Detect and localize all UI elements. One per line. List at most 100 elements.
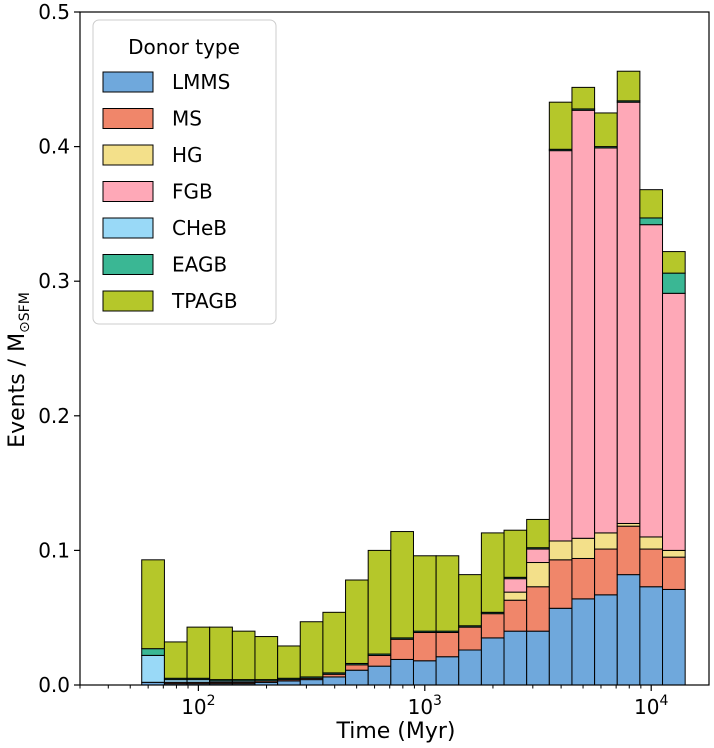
- bar-tpagb-25: [662, 251, 686, 274]
- bar-tpagb-17: [480, 532, 505, 613]
- bar-tpagb-18: [503, 529, 528, 578]
- bar-hg-24: [639, 536, 664, 550]
- bar-tpagb-16: [458, 574, 482, 627]
- legend-swatch-tpagb: [102, 290, 154, 312]
- bar-fgb-19: [526, 548, 550, 564]
- bar-tpagb-5: [209, 626, 233, 681]
- legend-swatch-fgb: [102, 181, 154, 202]
- y-tick-label-4: 0.4: [38, 135, 70, 159]
- y-tick-label-5: 0.5: [38, 0, 70, 24]
- legend-box: [92, 19, 277, 325]
- bar-tpagb-11: [345, 579, 369, 664]
- x-axis-label: Time (Myr): [335, 719, 455, 744]
- bar-tpagb-7: [254, 636, 279, 681]
- bar-ms-20: [548, 559, 573, 609]
- bar-ms-15: [435, 632, 460, 658]
- bar-tpagb-20: [548, 101, 573, 150]
- bar-ms-11: [345, 664, 369, 671]
- bar-lmms-12: [367, 665, 392, 686]
- y-tick-label-3: 0.3: [38, 269, 70, 293]
- legend-label-hg: HG: [172, 143, 203, 167]
- legend-swatch-cheb: [102, 217, 154, 239]
- bar-tpagb-10: [322, 611, 347, 674]
- bar-lmms-22: [594, 594, 618, 686]
- bar-fgb-24: [639, 224, 664, 538]
- bar-fgb-22: [594, 147, 618, 534]
- bar-lmms-20: [548, 607, 573, 686]
- bar-ms-23: [616, 525, 641, 576]
- bar-ms-14: [412, 632, 437, 662]
- bar-lmms-15: [435, 656, 460, 686]
- bar-tpagb-23: [616, 70, 641, 102]
- bar-tpagb-15: [435, 555, 460, 632]
- bar-lmms-9: [299, 679, 324, 686]
- bar-tpagb-2: [141, 559, 165, 650]
- bar-lmms-17: [480, 637, 505, 686]
- bar-hg-18: [503, 591, 528, 601]
- bar-hg-20: [548, 540, 573, 561]
- bar-ms-24: [639, 548, 664, 588]
- bar-lmms-14: [412, 660, 437, 686]
- legend-swatch-lmms: [102, 71, 154, 93]
- bar-ms-22: [594, 548, 618, 596]
- bar-lmms-19: [526, 630, 550, 686]
- bar-fgb-23: [616, 101, 641, 524]
- legend-items: LMMS MS HG FGB CHeB EAGB TPAGB: [102, 70, 238, 313]
- y-axis-label-subscript: ⊙SFM: [17, 292, 33, 333]
- bar-tpagb-22: [594, 112, 618, 148]
- bar-lmms-23: [616, 574, 641, 686]
- bar-tpagb-19: [526, 518, 550, 549]
- bar-ms-17: [480, 613, 505, 639]
- bar-tpagb-4: [186, 626, 211, 679]
- x-tick-label-2: 104: [634, 693, 668, 719]
- bar-lmms-13: [390, 658, 414, 686]
- bar-fgb-25: [662, 292, 686, 551]
- legend: Donor type LMMS MS HG FGB CHeB EAGB TPAGB: [92, 19, 277, 325]
- bar-lmms-21: [571, 598, 596, 686]
- legend-label-lmms: LMMS: [172, 70, 230, 94]
- bar-hg-19: [526, 562, 550, 588]
- y-axis-label-main: Events / M: [5, 333, 30, 448]
- legend-label-eagb: EAGB: [172, 253, 227, 277]
- x-tick-label-1: 103: [408, 693, 442, 719]
- bar-tpagb-6: [231, 630, 256, 681]
- legend-label-fgb: FGB: [172, 180, 213, 204]
- bar-fgb-20: [548, 150, 573, 542]
- y-tick-label-1: 0.1: [38, 538, 70, 562]
- bar-lmms-11: [345, 669, 369, 686]
- bar-tpagb-12: [367, 549, 392, 655]
- bar-cheb-2: [141, 654, 165, 683]
- bar-tpagb-9: [299, 621, 324, 678]
- plot-area-frame: [79, 11, 710, 686]
- bar-fgb-18: [503, 578, 528, 593]
- bar-tpagb-3: [163, 641, 188, 679]
- y-axis-label: Events / M⊙SFM: [5, 292, 33, 448]
- bar-ms-18: [503, 599, 528, 632]
- bar-tpagb-14: [412, 555, 437, 632]
- legend-label-tpagb: TPAGB: [171, 289, 238, 313]
- bar-lmms-25: [662, 588, 686, 686]
- bar-lmms-18: [503, 630, 528, 686]
- bar-ms-19: [526, 586, 550, 632]
- bars-layer: [96, 70, 686, 686]
- bar-eagb-24: [639, 217, 664, 226]
- legend-label-ms: MS: [172, 107, 202, 131]
- bar-fgb-21: [571, 109, 596, 539]
- bar-lmms-16: [458, 649, 482, 686]
- bar-tpagb-24: [639, 189, 664, 219]
- y-tick-label-2: 0.2: [38, 404, 70, 428]
- bar-hg-22: [594, 532, 618, 550]
- x-tick-label-0: 102: [181, 693, 215, 719]
- bar-eagb-2: [141, 648, 165, 656]
- x-axis: 102 103 104: [79, 685, 668, 719]
- y-tick-label-0: 0.0: [38, 673, 70, 697]
- bar-ms-13: [390, 638, 414, 660]
- legend-label-cheb: CHeB: [172, 216, 227, 240]
- legend-swatch-ms: [102, 108, 154, 129]
- bar-hg-25: [662, 549, 686, 558]
- bar-tpagb-21: [571, 86, 596, 110]
- bar-tpagb-8: [277, 645, 301, 679]
- bar-ms-21: [571, 557, 596, 600]
- bar-tpagb-13: [390, 531, 414, 639]
